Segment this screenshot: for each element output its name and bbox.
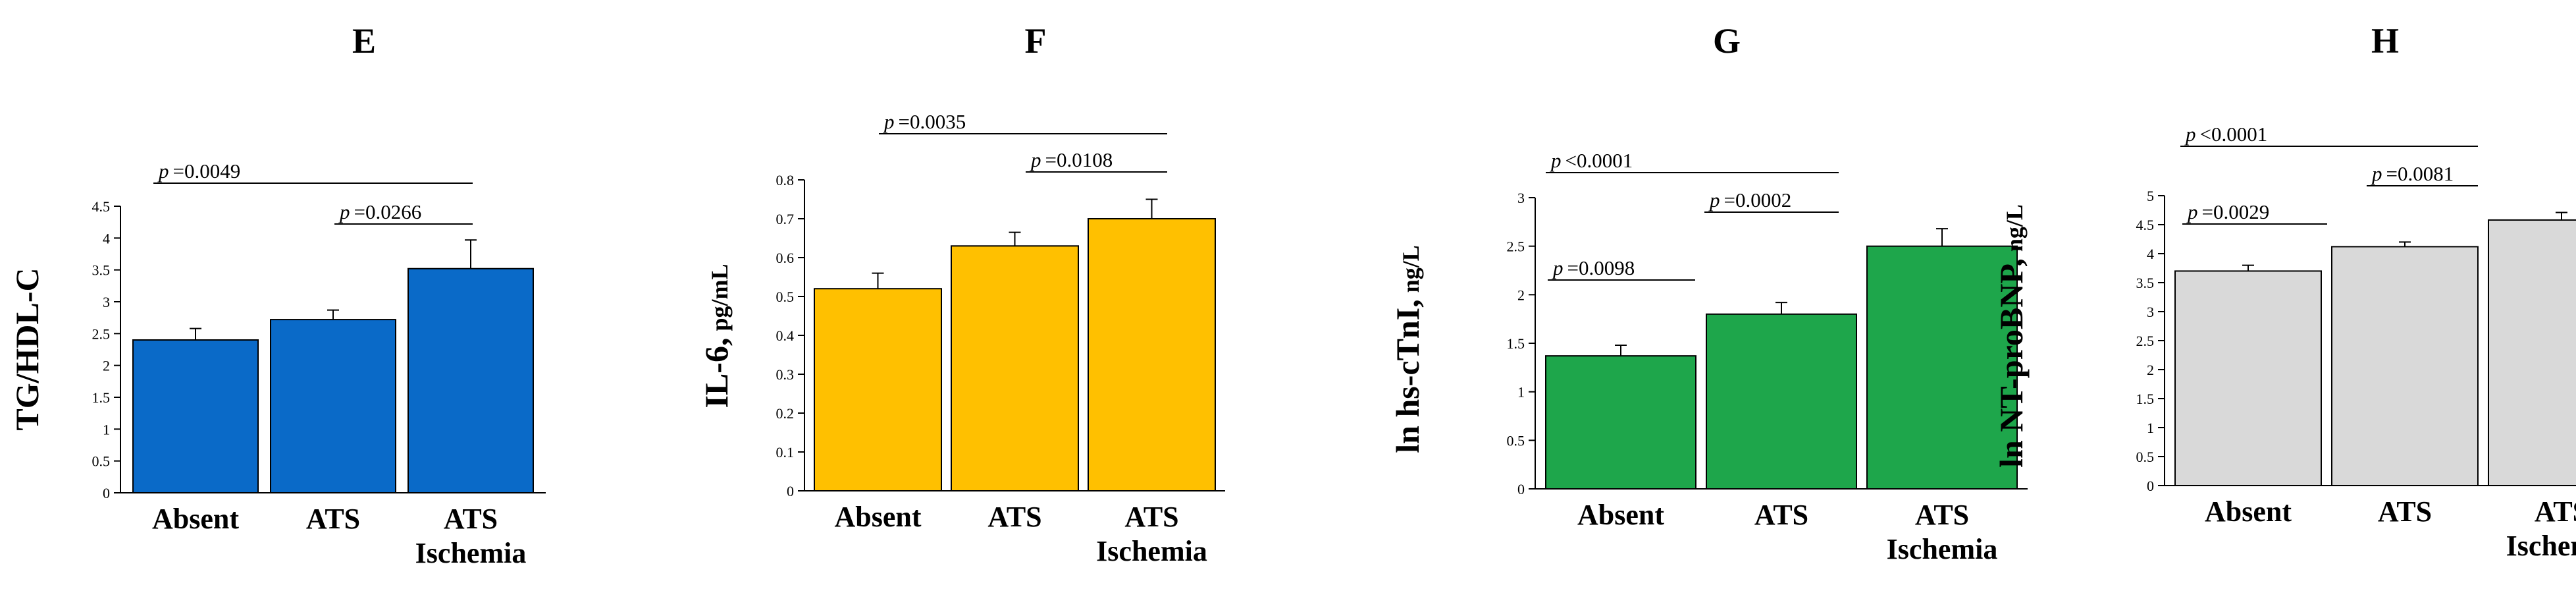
p-value-label: p =0.0108 [1030, 148, 1113, 171]
bar [1545, 355, 1696, 490]
y-tick-label: 0 [2147, 478, 2154, 494]
significance-bracket: p =0.0108 [1026, 148, 1167, 173]
y-tick-label: 0.5 [2136, 449, 2155, 465]
y-tick-label: 4 [2147, 246, 2154, 262]
x-tick-label: ATS [306, 503, 360, 535]
p-value-label: p =0.0002 [1708, 188, 1791, 211]
x-tick-label: ATS [987, 501, 1041, 533]
y-tick-label: 1.5 [1507, 335, 1525, 352]
y-tick-label: 2.5 [1507, 238, 1525, 255]
x-tick-label: ATS [2535, 495, 2576, 528]
y-tick-label: 1 [103, 421, 110, 437]
y-tick-label: 1 [1517, 384, 1525, 401]
bar [2488, 219, 2576, 486]
y-tick-label: 4.5 [2136, 217, 2155, 233]
y-tick-label: 0.5 [776, 289, 795, 305]
significance-bracket: p <0.0001 [1546, 149, 1839, 173]
bar [1706, 313, 1857, 490]
bar [132, 339, 259, 493]
y-tick-label: 2.5 [2136, 333, 2155, 349]
y-axis-label: ln NT-proBNP,ng/L [1993, 204, 2030, 468]
y-tick-label: 0.4 [776, 327, 795, 344]
panel-e: E TG/HDL-C 0 0.5 1 1.5 2 2.5 3 3.5 4 4.5 Absent ATS AT… [9, 21, 546, 569]
significance-bracket: p =0.0029 [2182, 200, 2327, 225]
bar [407, 267, 534, 493]
p-value-label: p <0.0001 [1550, 149, 1633, 172]
panel-h: Hln NT-proBNP,ng/L 0 0.5 1 1.5 2 2.5 3 3.5 4 4.5 5 A… [1993, 21, 2576, 562]
y-tick-label: 0.5 [1507, 432, 1525, 449]
significance-bracket: p =0.0049 [153, 159, 473, 184]
y-axis-label: ln hs-cTnI,ng/L [1389, 245, 1426, 453]
y-tick-label: 0.1 [776, 444, 795, 461]
bar [2331, 246, 2479, 486]
y-tick-label: 1 [2147, 420, 2154, 436]
panel-letter: E [352, 21, 376, 61]
bar [270, 319, 396, 493]
significance-bracket: p =0.0035 [879, 110, 1167, 134]
y-tick-label: 0.3 [776, 366, 795, 383]
significance-bracket: p =0.0266 [334, 200, 473, 225]
p-value-label: p =0.0098 [1552, 256, 1635, 279]
y-tick-label: 1.5 [2136, 391, 2155, 407]
y-tick-label: 3 [2147, 304, 2154, 320]
p-value-label: p =0.0035 [883, 110, 966, 133]
significance-bracket: p =0.0081 [2367, 162, 2478, 186]
x-tick-label: Absent [1577, 499, 1664, 531]
p-value-label: p =0.0049 [157, 159, 240, 182]
panel-letter: H [2371, 21, 2399, 61]
p-value-label: p <0.0001 [2184, 123, 2267, 146]
x-tick-label: ATS [2378, 495, 2432, 528]
x-tick-label: Ischemia [2506, 530, 2576, 562]
y-tick-label: 3 [1517, 190, 1525, 206]
x-tick-label: ATS [444, 503, 498, 535]
y-tick-label: 0.5 [92, 453, 111, 470]
x-tick-label: Absent [152, 503, 239, 535]
y-tick-label: 2.5 [92, 325, 111, 342]
y-tick-label: 4 [103, 230, 110, 246]
x-tick-label: Absent [2205, 495, 2292, 528]
y-tick-label: 2 [103, 358, 110, 374]
y-tick-label: 3.5 [2136, 275, 2155, 291]
y-tick-label: 3.5 [92, 262, 111, 279]
y-tick-label: 2 [2147, 362, 2154, 378]
x-tick-label: ATS [1124, 501, 1178, 533]
x-tick-label: Ischemia [1096, 535, 1207, 567]
y-tick-label: 0 [1517, 481, 1525, 497]
bar [951, 245, 1079, 491]
x-tick-label: Absent [834, 501, 921, 533]
bar [814, 288, 942, 491]
y-tick-label: 4.5 [92, 198, 111, 215]
y-tick-label: 3 [103, 294, 110, 310]
y-tick-label: 0 [787, 483, 794, 499]
y-tick-label: 0.2 [776, 405, 795, 422]
bar [1866, 245, 2018, 490]
x-tick-label: ATS [1915, 499, 1969, 531]
panel-letter: F [1025, 21, 1047, 61]
y-tick-label: 2 [1517, 287, 1525, 303]
y-tick-label: 1.5 [92, 389, 111, 406]
panel-letter: G [1713, 21, 1741, 61]
x-tick-label: Ischemia [415, 537, 527, 569]
panel-g: Gln hs-cTnI,ng/L 0 0.5 1 1.5 2 2.5 3 Absent ATS AT… [1389, 21, 2028, 565]
significance-bracket: p =0.0098 [1548, 256, 1695, 281]
bar [1088, 218, 1216, 491]
y-tick-label: 0.6 [776, 250, 795, 266]
bar [2174, 270, 2322, 486]
y-tick-label: 0.8 [776, 172, 795, 188]
y-axis-label: IL-6,pg/mL [698, 264, 735, 408]
y-tick-label: 5 [2147, 188, 2154, 204]
y-tick-label: 0 [103, 485, 110, 501]
significance-bracket: p <0.0001 [2180, 123, 2478, 147]
p-value-label: p =0.0081 [2371, 162, 2454, 185]
y-axis-label: TG/HDL-C [9, 267, 45, 430]
x-tick-label: ATS [1754, 499, 1808, 531]
y-tick-label: 0.7 [776, 211, 795, 227]
significance-bracket: p =0.0002 [1704, 188, 1839, 213]
p-value-label: p =0.0029 [2186, 200, 2269, 223]
x-tick-label: Ischemia [1887, 533, 1998, 565]
panel-f: F IL-6,pg/mL 0 0.1 0.2 0.3 0.4 0.5 0.6 0.7 0.8 Abse… [698, 21, 1225, 567]
p-value-label: p =0.0266 [338, 200, 421, 223]
